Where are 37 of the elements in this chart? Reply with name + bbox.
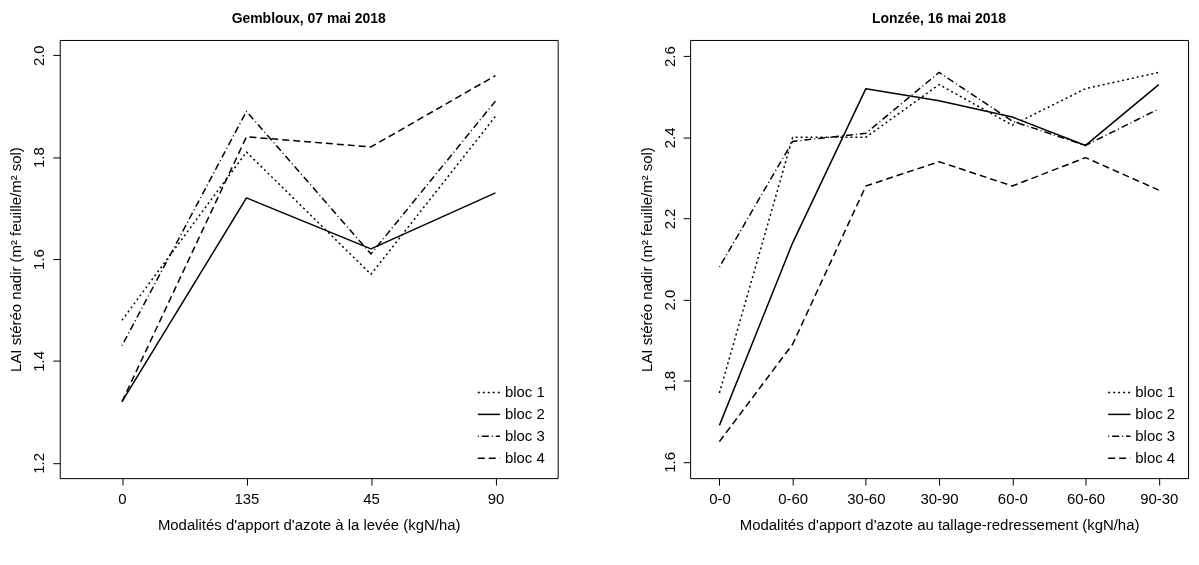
y-tick-label: 1.2 bbox=[30, 452, 48, 474]
y-tick-label: 1.6 bbox=[30, 249, 48, 270]
y-tick-label: 1.4 bbox=[30, 351, 48, 372]
legend-label: bloc 2 bbox=[1135, 405, 1176, 423]
legend-label: bloc 1 bbox=[1135, 383, 1176, 401]
x-tick-label: 0-0 bbox=[709, 489, 731, 507]
x-tick-label: 60-0 bbox=[997, 489, 1028, 507]
y-tick-label: 2.0 bbox=[660, 289, 678, 311]
legend-label: bloc 2 bbox=[504, 405, 545, 423]
y-axis-title: LAI stéréo nadir (m² feuille/m² sol) bbox=[637, 147, 655, 372]
legend-label: bloc 3 bbox=[504, 427, 545, 445]
y-tick-label: 2.4 bbox=[660, 127, 678, 149]
legend-label: bloc 4 bbox=[504, 449, 545, 467]
chart-title: Gembloux, 07 mai 2018 bbox=[231, 10, 387, 27]
legend-label: bloc 1 bbox=[504, 383, 545, 401]
x-tick-label: 90-30 bbox=[1140, 489, 1179, 507]
legend-label: bloc 4 bbox=[1135, 449, 1176, 467]
y-tick-label: 2.2 bbox=[660, 208, 678, 230]
x-axis-title: Modalités d'apport d'azote au tallage-redressement (kgN/ha) bbox=[739, 516, 1140, 534]
x-tick-label: 30-60 bbox=[847, 489, 886, 507]
y-tick-label: 1.8 bbox=[660, 370, 678, 392]
line-series bbox=[718, 156, 1160, 443]
y-tick-label: 1.6 bbox=[660, 452, 678, 473]
legend-label: bloc 3 bbox=[1135, 427, 1176, 445]
y-tick-label: 1.8 bbox=[30, 147, 48, 169]
x-tick-label: 30-90 bbox=[920, 489, 959, 507]
y-tick-label: 2.0 bbox=[30, 45, 48, 67]
x-tick-label: 135 bbox=[234, 489, 260, 507]
x-tick-label: 45 bbox=[363, 489, 380, 507]
y-axis-title: LAI stéréo nadir (m² feuille/m² sol) bbox=[7, 147, 25, 372]
x-tick-label: 90 bbox=[487, 489, 505, 507]
x-tick-label: 0-60 bbox=[778, 489, 809, 507]
x-axis-title: Modalités d'apport d'azote à la levée (kgN/ha) bbox=[157, 516, 461, 534]
x-tick-label: 60-60 bbox=[1066, 489, 1106, 507]
y-tick-label: 2.6 bbox=[660, 46, 678, 68]
chart-title: Lonzée, 16 mai 2018 bbox=[872, 10, 1007, 27]
x-tick-label: 0 bbox=[118, 489, 127, 507]
